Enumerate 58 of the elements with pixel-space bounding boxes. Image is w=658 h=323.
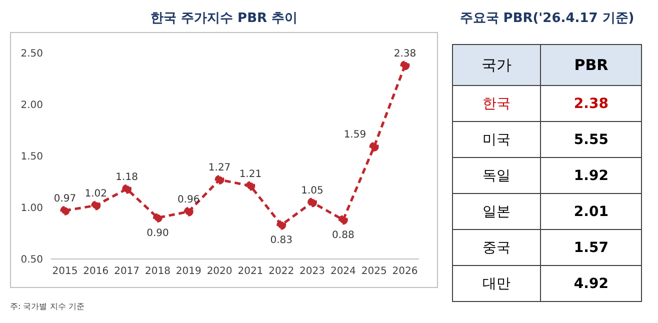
category-label: 독일 (452, 158, 541, 194)
category-label: 한국 (452, 86, 541, 122)
point (184, 206, 194, 216)
x-tick-label: 2022 (268, 266, 294, 278)
text: 주: 국가별 지수 기준 (10, 302, 84, 312)
point (152, 213, 162, 223)
data-label: 4.92 (540, 266, 642, 302)
data-label: 1.27 (208, 162, 231, 174)
x-tick-label: 2019 (176, 266, 202, 278)
x-tick-label: 2023 (300, 266, 325, 278)
x-tick-label: 2017 (114, 266, 140, 278)
point (369, 142, 379, 152)
data-label: 1.59 (344, 130, 366, 141)
text: 주요국 PBR('26.4.17 기준) (458, 10, 636, 28)
point (308, 198, 318, 208)
x-tick-label: 2025 (361, 266, 387, 278)
x-tick-label: 2020 (206, 266, 232, 278)
y-tick-label: 1.50 (20, 152, 43, 163)
point (122, 184, 132, 194)
data-label: 5.55 (540, 122, 642, 158)
y-tick-label: 1.00 (20, 203, 43, 214)
point (338, 215, 348, 225)
point (60, 206, 70, 216)
point (276, 220, 286, 230)
x-tick-label: 2015 (52, 266, 78, 278)
data-label: 1.92 (540, 158, 642, 194)
point (214, 174, 224, 184)
x-tick-label: 2016 (83, 266, 109, 278)
point (400, 60, 410, 70)
category-label: 대만 (452, 266, 541, 302)
data-label: 0.97 (54, 194, 76, 205)
data-label: 2.38 (394, 48, 416, 60)
category-label: 일본 (452, 194, 541, 230)
data-label: 0.96 (178, 194, 200, 206)
data-label: 1.05 (301, 185, 324, 196)
data-label: 1.18 (116, 172, 138, 183)
x-tick-label: 2026 (392, 266, 418, 278)
data-label: 1.21 (239, 168, 262, 180)
data-label: 2.38 (540, 86, 642, 122)
x-tick-label: 2018 (145, 266, 170, 278)
category-label: 미국 (452, 122, 541, 158)
data-label: 1.57 (540, 230, 642, 266)
y-tick-label: 2.50 (20, 48, 43, 60)
x-tick-label: 2021 (238, 266, 264, 278)
y-tick-label: 2.00 (20, 100, 43, 112)
point (91, 200, 101, 210)
point (246, 181, 256, 191)
data-label: 0.90 (146, 228, 169, 239)
y-tick-label: 0.50 (20, 254, 43, 266)
text: PBR (540, 44, 642, 86)
data-label: 0.88 (332, 230, 354, 241)
chart-title: 한국 주가지수 PBR 추이 (149, 10, 299, 28)
data-label: 1.02 (84, 188, 108, 200)
text: 국가 (452, 44, 541, 86)
data-label: 0.83 (270, 235, 292, 246)
data-label: 2.01 (540, 194, 642, 230)
x-tick-label: 2024 (330, 266, 356, 278)
category-label: 중국 (452, 230, 541, 266)
